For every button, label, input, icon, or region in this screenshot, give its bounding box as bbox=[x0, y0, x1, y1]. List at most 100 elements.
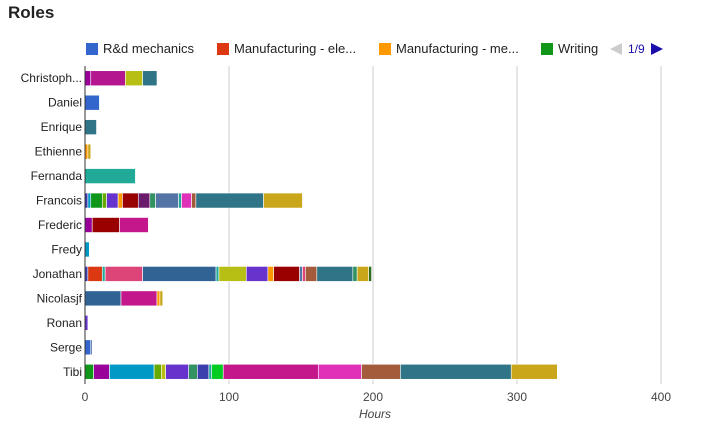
legend: R&d mechanics Manufacturing - ele... Manuf… bbox=[86, 41, 598, 56]
bar-segment-jonathan-7[interactable] bbox=[245, 266, 269, 282]
chart-title: Roles bbox=[8, 3, 54, 22]
legend-entry-1[interactable]: Manufacturing - ele... bbox=[234, 41, 356, 56]
category-label: Enrique bbox=[41, 120, 83, 134]
legend-page-label: 1/9 bbox=[628, 42, 645, 56]
legend-swatch-3 bbox=[541, 43, 553, 55]
bar-segment-jonathan-1[interactable] bbox=[87, 266, 103, 282]
category-label: Daniel bbox=[48, 96, 82, 110]
tick-label-400: 400 bbox=[651, 390, 671, 404]
bar-segment-tibi-6[interactable] bbox=[188, 363, 198, 380]
bar-segment-fredy-0[interactable] bbox=[84, 241, 90, 258]
legend-entry-3[interactable]: Writing bbox=[558, 41, 598, 56]
bar-segment-christoph-0[interactable] bbox=[84, 70, 92, 87]
legend-prev-arrow-icon[interactable] bbox=[610, 43, 622, 55]
category-label: Serge bbox=[50, 340, 82, 354]
bar-segment-tibi-4[interactable] bbox=[161, 363, 166, 380]
category-label: Nicolasjf bbox=[37, 291, 83, 305]
bar-segment-francois-12[interactable] bbox=[191, 192, 197, 209]
bar-segment-tibi-13[interactable] bbox=[400, 363, 512, 380]
bar-segment-jonathan-10[interactable] bbox=[299, 266, 303, 282]
bar-segment-tibi-3[interactable] bbox=[153, 363, 162, 380]
category-label: Jonathan bbox=[33, 267, 82, 281]
bar-segment-fernanda-0[interactable] bbox=[84, 168, 136, 184]
tick-labels: 0 100 200 300 400 bbox=[82, 390, 672, 404]
legend-swatch-2 bbox=[379, 43, 391, 55]
category-label: Fernanda bbox=[31, 169, 83, 183]
bar-segment-jonathan-2[interactable] bbox=[101, 266, 106, 282]
bar-segment-francois-13[interactable] bbox=[195, 192, 264, 209]
legend-entry-0[interactable]: R&d mechanics bbox=[103, 41, 195, 56]
bar-segment-jonathan-5[interactable] bbox=[215, 266, 220, 282]
bar-segment-francois-14[interactable] bbox=[263, 192, 303, 209]
bar-segment-francois-7[interactable] bbox=[137, 192, 151, 209]
bar-segment-daniel-0[interactable] bbox=[84, 94, 100, 111]
bar-segment-francois-3[interactable] bbox=[101, 192, 107, 209]
legend-entry-2[interactable]: Manufacturing - me... bbox=[396, 41, 519, 56]
category-labels: Christoph... Daniel Enrique Ethienne Fernand… bbox=[21, 71, 83, 379]
bar-segment-tibi-14[interactable] bbox=[510, 363, 558, 380]
category-label: Ethienne bbox=[35, 145, 83, 159]
bar-segment-francois-11[interactable] bbox=[181, 192, 192, 209]
bar-segment-francois-4[interactable] bbox=[106, 192, 119, 209]
bar-segment-nicolasjf-0[interactable] bbox=[84, 290, 122, 307]
bar-segment-tibi-12[interactable] bbox=[361, 363, 401, 380]
bar-segment-christoph-3[interactable] bbox=[142, 70, 158, 87]
bar-segment-christoph-1[interactable] bbox=[90, 70, 126, 87]
legend-next-arrow-icon[interactable] bbox=[651, 43, 663, 55]
gridlines bbox=[228, 66, 662, 384]
bar-segment-tibi-10[interactable] bbox=[222, 363, 319, 380]
legend-swatch-0 bbox=[86, 43, 98, 55]
bar-segment-jonathan-11[interactable] bbox=[302, 266, 306, 282]
bar-segment-francois-1[interactable] bbox=[87, 192, 92, 209]
bar-segment-jonathan-13[interactable] bbox=[316, 266, 354, 282]
category-label: Christoph... bbox=[21, 71, 82, 85]
bar-segment-jonathan-6[interactable] bbox=[218, 266, 247, 282]
bar-segment-jonathan-9[interactable] bbox=[273, 266, 300, 282]
bar-segment-tibi-11[interactable] bbox=[317, 363, 362, 380]
bar-segment-francois-9[interactable] bbox=[155, 192, 179, 209]
bar-segment-francois-5[interactable] bbox=[117, 192, 123, 209]
tick-label-0: 0 bbox=[82, 390, 89, 404]
bar-segment-tibi-5[interactable] bbox=[165, 363, 189, 380]
bar-segment-jonathan-3[interactable] bbox=[104, 266, 143, 282]
bar-segment-serge-1[interactable] bbox=[90, 339, 93, 356]
bar-segment-jonathan-14[interactable] bbox=[352, 266, 358, 282]
tick-label-300: 300 bbox=[507, 390, 527, 404]
bar-segment-enrique-0[interactable] bbox=[84, 119, 97, 135]
bar-segment-nicolasjf-1[interactable] bbox=[120, 290, 158, 307]
legend-pager: 1/9 bbox=[610, 42, 663, 56]
bar-segment-tibi-0[interactable] bbox=[84, 363, 94, 380]
category-label: Francois bbox=[36, 194, 82, 208]
bars bbox=[84, 70, 558, 380]
bar-segment-tibi-1[interactable] bbox=[93, 363, 110, 380]
category-label: Tibi bbox=[63, 365, 82, 379]
bar-segment-tibi-8[interactable] bbox=[208, 363, 213, 380]
bar-segment-francois-2[interactable] bbox=[90, 192, 103, 209]
bar-segment-serge-0[interactable] bbox=[84, 339, 92, 356]
x-axis-title: Hours bbox=[359, 407, 391, 421]
bar-segment-francois-10[interactable] bbox=[178, 192, 182, 209]
category-label: Frederic bbox=[38, 218, 82, 232]
bar-segment-frederic-1[interactable] bbox=[91, 217, 120, 233]
bar-segment-francois-6[interactable] bbox=[122, 192, 139, 209]
bar-segment-jonathan-4[interactable] bbox=[142, 266, 217, 282]
legend-swatch-1 bbox=[217, 43, 229, 55]
tick-label-200: 200 bbox=[363, 390, 383, 404]
bar-segment-jonathan-15[interactable] bbox=[356, 266, 369, 282]
bar-segment-frederic-0[interactable] bbox=[84, 217, 93, 233]
bar-segment-tibi-9[interactable] bbox=[211, 363, 224, 380]
bar-segment-jonathan-16[interactable] bbox=[368, 266, 372, 282]
category-label: Fredy bbox=[51, 242, 82, 256]
bar-segment-francois-8[interactable] bbox=[149, 192, 156, 209]
bar-segment-jonathan-8[interactable] bbox=[267, 266, 274, 282]
bar-segment-nicolasjf-2[interactable] bbox=[156, 290, 161, 307]
bar-segment-nicolasjf-3[interactable] bbox=[159, 290, 164, 307]
bar-segment-jonathan-12[interactable] bbox=[305, 266, 318, 282]
bar-segment-tibi-2[interactable] bbox=[109, 363, 155, 380]
bar-segment-frederic-2[interactable] bbox=[119, 217, 149, 233]
bar-segment-tibi-7[interactable] bbox=[197, 363, 210, 380]
bar-segment-ethienne-1[interactable] bbox=[87, 143, 92, 160]
bar-segment-christoph-2[interactable] bbox=[125, 70, 143, 87]
category-label: Ronan bbox=[47, 316, 82, 330]
